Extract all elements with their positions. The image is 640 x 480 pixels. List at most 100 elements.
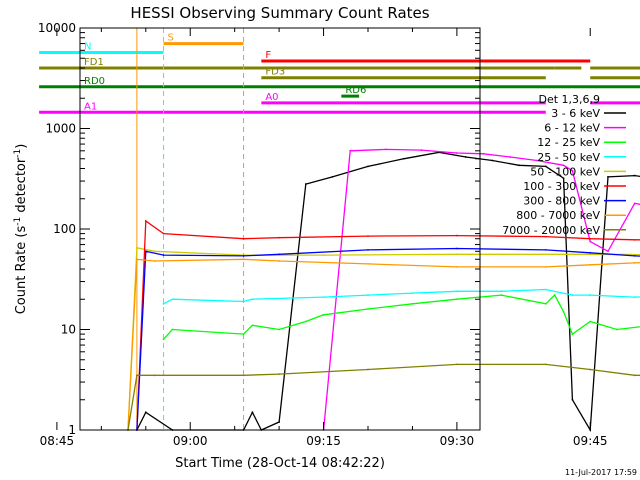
data-point	[144, 250, 147, 253]
data-point	[242, 254, 245, 257]
data-point	[278, 260, 281, 262]
series-6-12	[322, 148, 640, 431]
data-point	[455, 363, 458, 366]
data-point	[411, 302, 414, 305]
data-point	[251, 324, 254, 327]
data-point	[402, 157, 405, 160]
y-tick-label: 1	[68, 423, 76, 437]
y-axis-label-part-3: )	[14, 144, 29, 149]
y-axis-label-exp-2: -1	[13, 149, 23, 158]
data-point	[589, 294, 592, 296]
data-point	[153, 260, 156, 262]
x-axis-label: Start Time (28-Oct-14 08:42:22)	[175, 456, 385, 471]
data-point	[242, 237, 245, 240]
data-point	[500, 294, 503, 296]
data-point	[633, 238, 636, 241]
series-12-25	[162, 294, 640, 341]
flag-label-rd6: RD6	[345, 85, 366, 96]
data-point	[589, 263, 592, 266]
data-point	[518, 164, 521, 167]
data-point	[455, 298, 458, 301]
data-point	[455, 247, 458, 250]
data-point	[509, 156, 512, 158]
data-point	[367, 368, 369, 371]
data-point	[455, 234, 458, 237]
flag-label-s: S	[168, 33, 174, 44]
legend-label-25-50: 25 - 50 keV	[537, 151, 600, 164]
data-point	[633, 296, 636, 299]
x-tick-label: 08:45	[40, 434, 75, 448]
data-point	[535, 159, 538, 162]
observing-interval-lines	[136, 28, 245, 430]
data-point	[251, 411, 254, 414]
data-point	[304, 320, 307, 323]
data-point	[171, 298, 174, 301]
data-point	[242, 258, 245, 261]
data-point	[162, 232, 165, 235]
x-tick-label: 09:45	[573, 434, 608, 448]
data-point	[589, 251, 592, 254]
data-point	[571, 398, 574, 401]
data-point	[135, 374, 138, 377]
data-point	[367, 262, 369, 265]
series-3-6	[135, 151, 640, 433]
data-point	[331, 175, 334, 178]
data-point	[553, 294, 556, 296]
data-point	[491, 159, 494, 162]
data-point	[278, 328, 281, 331]
data-point	[278, 253, 281, 256]
y-tick-label: 10	[61, 323, 76, 337]
data-point	[544, 302, 547, 305]
data-point	[322, 313, 325, 316]
data-point	[571, 333, 574, 335]
data-point	[455, 253, 458, 256]
y-tick-label: 1000	[45, 122, 76, 136]
data-point	[544, 265, 547, 268]
data-point	[482, 152, 485, 155]
data-point	[589, 368, 592, 371]
data-point	[367, 165, 369, 168]
legend-label-3-6: 3 - 6 keV	[551, 107, 600, 120]
legend-label-7000-20000: 7000 - 20000 keV	[502, 224, 600, 237]
data-point	[420, 149, 423, 151]
data-point	[251, 298, 254, 301]
data-point	[544, 248, 547, 251]
data-point	[633, 254, 636, 257]
data-point	[367, 248, 369, 251]
data-point	[589, 240, 592, 243]
legend-label-6-12: 6 - 12 keV	[544, 122, 600, 135]
chart-title: HESSI Observing Summary Count Rates	[130, 4, 429, 22]
flag-label-a0: A0	[265, 92, 278, 103]
data-point	[153, 374, 156, 377]
data-point	[455, 265, 458, 268]
footer-date: 11-Jul-2017 17:59	[565, 468, 637, 477]
series-25-50	[162, 288, 640, 305]
data-point	[367, 235, 369, 237]
data-point	[607, 250, 609, 253]
series-line-800-7000	[127, 258, 640, 431]
data-point	[589, 253, 592, 256]
data-point	[571, 169, 574, 172]
data-point	[615, 328, 618, 331]
flag-label-f: F	[265, 50, 271, 61]
series-300-800	[135, 247, 640, 431]
data-point	[304, 183, 307, 185]
data-point	[562, 177, 565, 180]
data-point	[544, 235, 547, 238]
y-axis-label-part-1: Count Rate (s	[14, 226, 29, 315]
flag-label-fd1: FD1	[84, 57, 104, 68]
data-point	[367, 308, 369, 310]
data-point	[322, 296, 325, 299]
data-point	[349, 149, 352, 152]
data-point	[278, 236, 281, 239]
data-point	[544, 288, 547, 291]
flag-label-rd0: RD0	[84, 76, 105, 87]
data-point	[633, 261, 636, 264]
data-point	[162, 338, 165, 341]
data-point	[242, 374, 245, 377]
data-point	[562, 164, 565, 167]
data-point	[544, 165, 547, 168]
legend-label-50-100: 50 - 100 keV	[530, 165, 600, 178]
